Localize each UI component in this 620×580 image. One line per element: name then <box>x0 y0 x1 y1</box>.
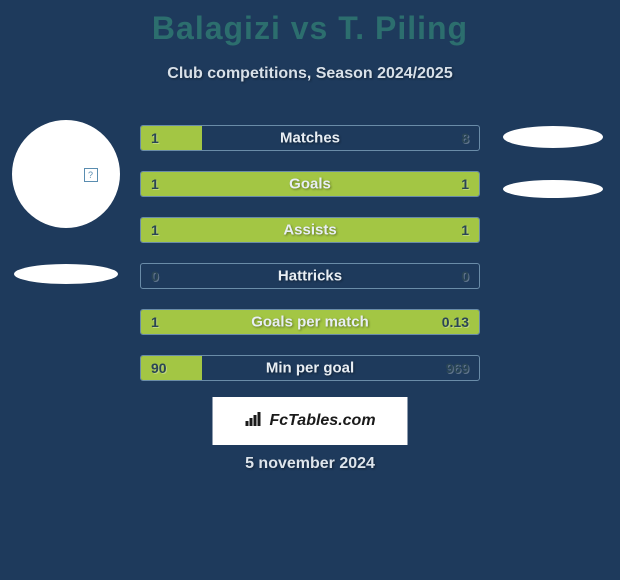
stat-value-right: 0 <box>461 268 469 284</box>
stat-value-left: 0 <box>151 268 159 284</box>
player-left-avatar: ? <box>12 120 120 228</box>
stat-label: Hattricks <box>278 268 342 285</box>
stat-value-right: 1 <box>461 222 469 238</box>
stat-row-hattricks: 0 Hattricks 0 <box>140 263 480 289</box>
branding-label: FcTables.com <box>269 412 375 430</box>
stat-row-assists: 1 Assists 1 <box>140 217 480 243</box>
stat-value-right: 1 <box>461 176 469 192</box>
stat-value-right: 969 <box>446 360 469 376</box>
stat-label: Goals per match <box>251 314 369 331</box>
chart-icon <box>244 411 264 432</box>
player-left-shadow <box>14 264 118 284</box>
page-subtitle: Club competitions, Season 2024/2025 <box>0 65 620 83</box>
player-left-panel: ? <box>8 120 123 284</box>
stat-row-min-per-goal: 90 Min per goal 969 <box>140 355 480 381</box>
stat-row-goals-per-match: 1 Goals per match 0.13 <box>140 309 480 335</box>
branding-text: FcTables.com <box>244 411 375 432</box>
stat-row-matches: 1 Matches 8 <box>140 125 480 151</box>
stat-value-left: 90 <box>151 360 167 376</box>
player-right-panel <box>495 120 610 198</box>
page-title: Balagizi vs T. Piling <box>0 0 620 47</box>
stat-value-left: 1 <box>151 130 159 146</box>
player-right-shadow-2 <box>503 180 603 198</box>
image-placeholder-icon: ? <box>84 168 98 182</box>
stat-label: Min per goal <box>266 360 354 377</box>
player-right-shadow-1 <box>503 126 603 148</box>
stat-label: Goals <box>289 176 331 193</box>
stat-value-right: 0.13 <box>442 314 469 330</box>
stat-value-left: 1 <box>151 314 159 330</box>
stat-value-left: 1 <box>151 222 159 238</box>
stat-value-left: 1 <box>151 176 159 192</box>
stat-value-right: 8 <box>461 130 469 146</box>
stat-label: Assists <box>283 222 336 239</box>
branding-box: FcTables.com <box>213 397 408 445</box>
stats-container: 1 Matches 8 1 Goals 1 1 Assists 1 0 Hatt… <box>140 125 480 401</box>
date-text: 5 november 2024 <box>245 455 375 473</box>
stat-label: Matches <box>280 130 340 147</box>
stat-row-goals: 1 Goals 1 <box>140 171 480 197</box>
